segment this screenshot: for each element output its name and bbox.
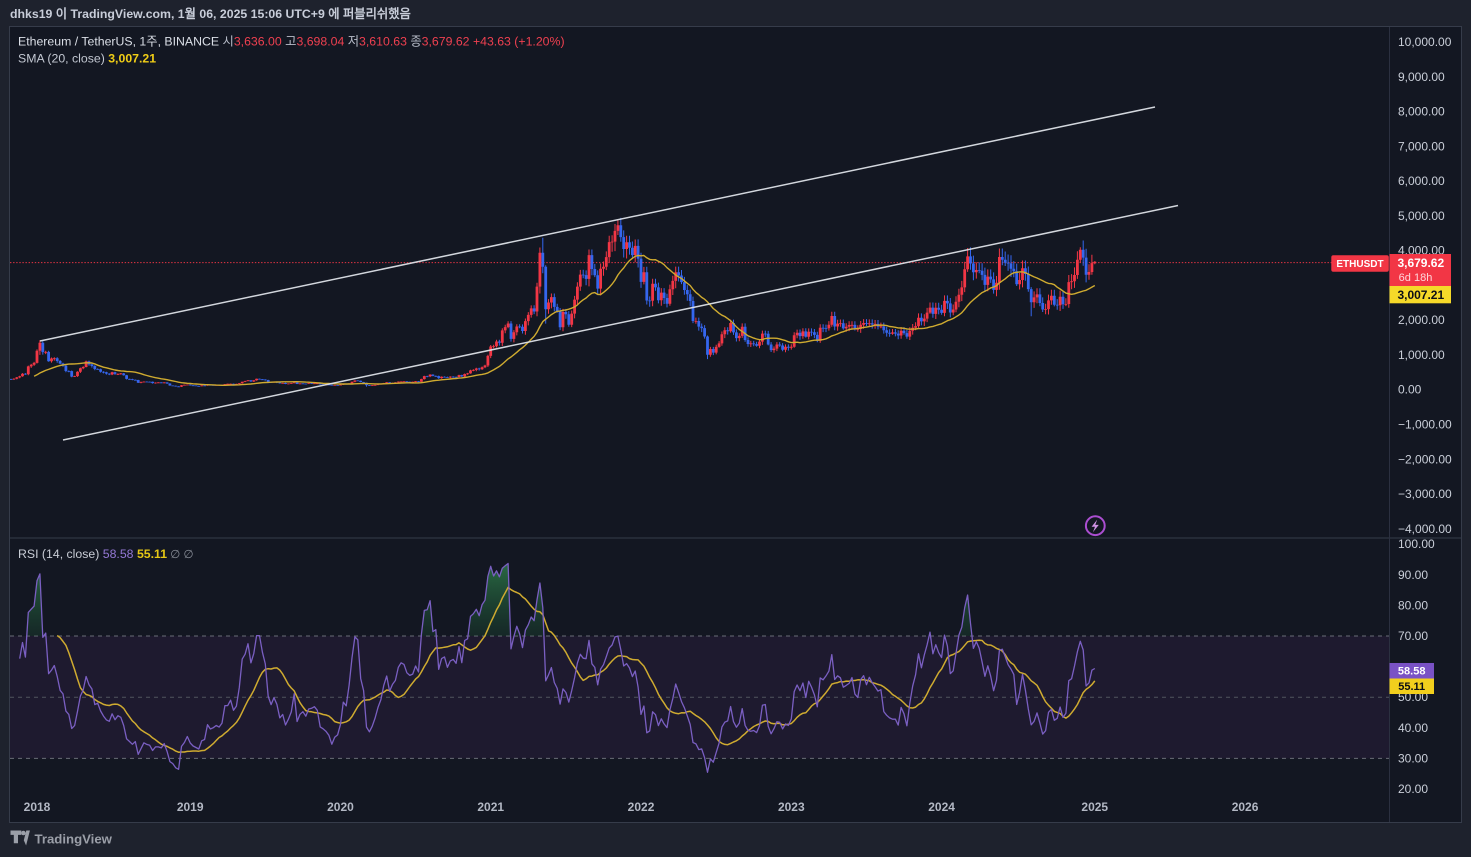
- svg-text:2,000.00: 2,000.00: [1398, 313, 1445, 327]
- svg-text:55.11: 55.11: [1398, 681, 1425, 693]
- svg-text:ETHUSDT: ETHUSDT: [1336, 259, 1383, 270]
- svg-text:2020: 2020: [327, 800, 354, 814]
- svg-text:dhks19 이 TradingView.com, 1월 0: dhks19 이 TradingView.com, 1월 06, 2025 15…: [10, 6, 411, 21]
- svg-text:20.00: 20.00: [1398, 782, 1428, 796]
- svg-text:0.00: 0.00: [1398, 383, 1422, 397]
- svg-text:5,000.00: 5,000.00: [1398, 209, 1445, 223]
- svg-text:SMA (20, close) 3,007.21: SMA (20, close) 3,007.21: [18, 52, 156, 66]
- svg-text:2021: 2021: [477, 800, 504, 814]
- svg-text:−1,000.00: −1,000.00: [1398, 417, 1452, 431]
- svg-text:30.00: 30.00: [1398, 751, 1428, 765]
- svg-text:2026: 2026: [1232, 800, 1259, 814]
- svg-text:9,000.00: 9,000.00: [1398, 70, 1445, 84]
- svg-text:8,000.00: 8,000.00: [1398, 105, 1445, 119]
- svg-text:−2,000.00: −2,000.00: [1398, 452, 1452, 466]
- svg-text:10,000.00: 10,000.00: [1398, 35, 1452, 49]
- svg-text:RSI (14, close) 58.58 55.11 ∅: RSI (14, close) 58.58 55.11 ∅ ∅: [18, 547, 193, 561]
- svg-text:2018: 2018: [24, 800, 51, 814]
- svg-text:2022: 2022: [628, 800, 655, 814]
- svg-text:6,000.00: 6,000.00: [1398, 174, 1445, 188]
- svg-text:3,007.21: 3,007.21: [1397, 288, 1444, 302]
- svg-text:2025: 2025: [1081, 800, 1108, 814]
- svg-text:TradingView: TradingView: [35, 832, 113, 847]
- svg-text:90.00: 90.00: [1398, 568, 1428, 582]
- svg-text:Ethereum / TetherUS, 1주, BINAN: Ethereum / TetherUS, 1주, BINANCE 시3,636.…: [18, 35, 565, 49]
- svg-text:58.58: 58.58: [1398, 666, 1426, 678]
- svg-text:2019: 2019: [177, 800, 204, 814]
- svg-text:80.00: 80.00: [1398, 598, 1428, 612]
- svg-text:70.00: 70.00: [1398, 629, 1428, 643]
- svg-text:7,000.00: 7,000.00: [1398, 139, 1445, 153]
- svg-text:100.00: 100.00: [1398, 537, 1435, 551]
- svg-text:−3,000.00: −3,000.00: [1398, 487, 1452, 501]
- svg-text:6d 18h: 6d 18h: [1399, 272, 1433, 284]
- svg-text:2023: 2023: [778, 800, 805, 814]
- svg-text:2024: 2024: [928, 800, 955, 814]
- svg-text:3,679.62: 3,679.62: [1397, 256, 1444, 270]
- svg-text:1,000.00: 1,000.00: [1398, 348, 1445, 362]
- svg-text:40.00: 40.00: [1398, 721, 1428, 735]
- svg-text:−4,000.00: −4,000.00: [1398, 522, 1452, 536]
